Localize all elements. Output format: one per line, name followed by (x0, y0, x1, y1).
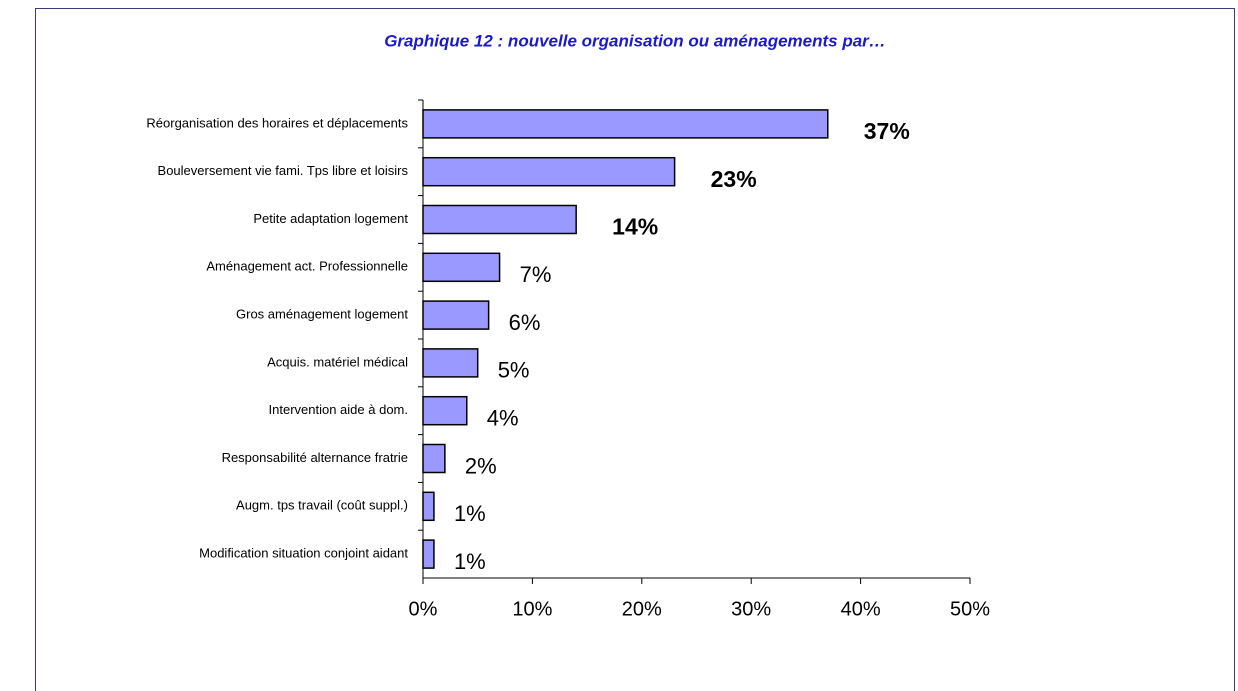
bar (422, 348, 479, 378)
bar (422, 491, 435, 522)
value-label: 23% (711, 166, 757, 192)
y-tick-label: Bouleversement vie fami. Tps libre et lo… (158, 163, 409, 178)
x-tick-label: 50% (950, 598, 990, 620)
value-label: 1% (454, 501, 486, 526)
y-tick-label: Réorganisation des horaires et déplaceme… (146, 115, 408, 130)
y-tick-label: Responsabilité alternance fratrie (222, 450, 408, 465)
x-tick-label: 20% (622, 598, 662, 620)
y-tick-label: Intervention aide à dom. (269, 402, 408, 417)
y-tick-label: Petite adaptation logement (253, 211, 408, 226)
value-label: 5% (498, 358, 530, 383)
y-tick-label: Modification situation conjoint aidant (199, 546, 408, 561)
y-tick-label: Acquis. matériel médical (267, 354, 408, 369)
y-tick-label: Aménagement act. Professionnelle (206, 259, 408, 274)
x-tick-label: 40% (841, 598, 881, 620)
value-label: 2% (465, 453, 497, 478)
x-tick-label: 10% (512, 598, 552, 620)
bar (422, 300, 490, 330)
bar (422, 156, 676, 187)
bar (422, 204, 577, 235)
bar (422, 443, 446, 474)
x-tick-label: 30% (731, 598, 771, 620)
x-tick-label: 0% (409, 598, 438, 620)
frame (35, 8, 1235, 691)
bar (422, 252, 501, 283)
value-label: 37% (864, 118, 910, 144)
value-label: 1% (454, 549, 486, 574)
bar (422, 109, 829, 139)
value-label: 14% (612, 214, 658, 240)
bar (422, 539, 435, 569)
value-label: 4% (487, 406, 519, 431)
y-tick-label: Gros aménagement logement (236, 307, 408, 322)
bar (422, 395, 468, 426)
value-label: 6% (509, 310, 541, 335)
value-label: 7% (520, 262, 552, 287)
chart-title: Graphique 12 : nouvelle organisation ou … (384, 31, 886, 50)
y-tick-label: Augm. tps travail (coût suppl.) (236, 498, 408, 513)
